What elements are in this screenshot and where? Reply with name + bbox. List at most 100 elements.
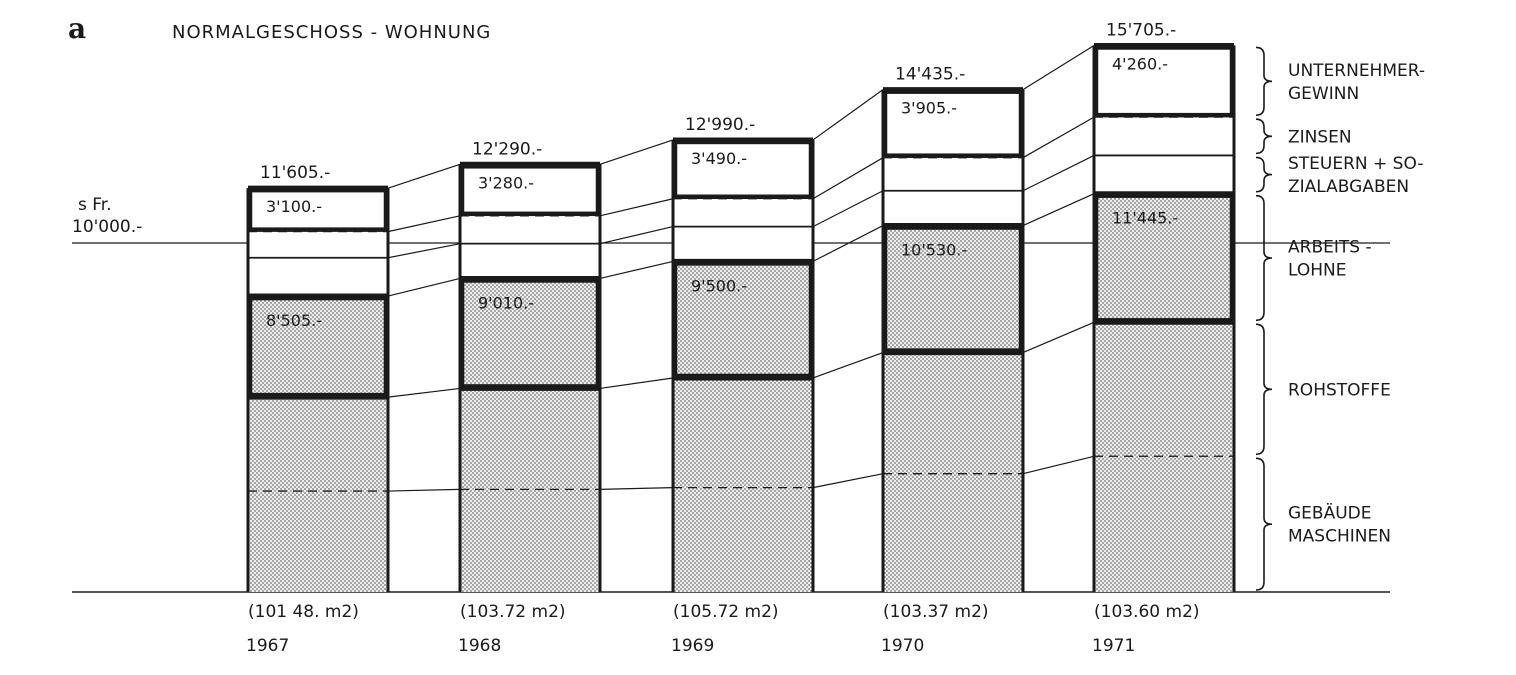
bar-1968-arbeits-lohne [460,278,600,389]
area-label-1968: (103.72 m2) [460,602,566,622]
legend-label-1-0: ROHSTOFFE [1288,380,1391,400]
legend-brace-1 [1255,323,1273,456]
bar-1967-geb-ude-maschinen [248,491,388,592]
total-label-1971: 15'705.- [1106,20,1176,40]
connector-1967-5 [387,215,461,233]
connector-lines [387,44,1095,492]
connector-1969-2 [812,352,884,379]
connector-1969-3 [812,225,884,262]
profit-label-1967: 3'100.- [266,197,322,216]
profit-label-1970: 3'905.- [901,99,957,118]
year-label-1971: 1971 [1092,636,1135,656]
legend-label-5-1: GEWINN [1288,84,1359,104]
connector-1970-3 [1022,193,1095,227]
legend-label-2-1: LOHNE [1288,261,1347,281]
connector-1968-5 [599,198,674,217]
bar-1968-geb-ude-maschinen [460,489,600,592]
connector-1967-4 [387,243,461,259]
legend-brace-2 [1255,194,1273,322]
bar-1970-unternehmer-gewinn [883,89,1023,158]
bar-1969-arbeits-lohne [673,261,813,378]
bars [246,42,1236,592]
legend-label-3-1: ZIALABGABEN [1288,177,1409,197]
legend-brace-4 [1255,118,1273,155]
labour-label-1971: 11'445.- [1112,209,1178,228]
connector-1968-2 [599,377,674,390]
profit-label-1971: 4'260.- [1112,54,1168,73]
chart-title: NORMALGESCHOSS - WOHNUNG [172,22,491,43]
connector-1969-1 [812,473,884,489]
connector-1970-1 [1022,455,1095,475]
bar-1968-zinsen [460,215,600,244]
connector-1967-1 [387,488,461,492]
legend-label-4-0: ZINSEN [1288,127,1352,147]
bar-1969-rohstoffe [673,377,813,488]
legend-label-5-0: UNTERNEHMER- [1288,61,1425,81]
bar-1967-steuern-sozialabgaben [248,257,388,297]
connector-1969-5 [812,157,884,200]
connector-1967-3 [387,277,461,297]
bar-1970-geb-ude-maschinen [883,473,1023,592]
year-label-1970: 1970 [881,636,924,656]
bar-1969-unternehmer-gewinn [673,139,813,199]
bar-1967-rohstoffe [248,397,388,492]
legend-label-0-0: GEBÄUDE [1288,503,1371,524]
bar-1970-rohstoffe [883,352,1023,474]
labour-label-1968: 9'010.- [478,293,534,312]
legend-label-0-1: MASCHINEN [1288,527,1391,547]
legend-brace-0 [1255,457,1273,591]
area-label-1967: (101 48. m2) [248,602,359,622]
bar-1971-steuern-sozialabgaben [1094,155,1234,194]
year-label-1969: 1969 [671,636,714,656]
labour-label-1967: 8'505.- [266,311,322,330]
legend-brace-3 [1255,156,1273,193]
area-label-1971: (103.60 m2) [1094,602,1200,622]
bar-1971-zinsen [1094,117,1234,156]
bar-1970-arbeits-lohne [883,225,1023,353]
legend: UNTERNEHMER- GEWINN ZINSEN STEUERN + SO- ZIA… [1255,46,1425,591]
bar-1971-unternehmer-gewinn [1094,45,1234,118]
connector-1967-6 [387,163,461,189]
bar-1971-rohstoffe [1094,322,1234,457]
connector-1968-6 [599,139,674,165]
connector-1968-3 [599,260,674,280]
year-label-1968: 1968 [458,636,501,656]
bar-1969-geb-ude-maschinen [673,487,813,592]
bar-1967-arbeits-lohne [248,296,388,398]
bar-1969-zinsen [673,198,813,227]
labour-label-1969: 9'500.- [691,276,747,295]
bar-1971-arbeits-lohne [1094,193,1234,323]
panel-letter: a [68,12,86,45]
connector-1970-4 [1022,154,1095,192]
total-label-1967: 11'605.- [260,163,330,183]
bar-1970-steuern-sozialabgaben [883,190,1023,226]
total-label-1968: 12'290.- [472,139,542,159]
connector-1969-6 [812,89,884,141]
legend-label-3-0: STEUERN + SO- [1288,154,1423,174]
area-label-1969: (105.72 m2) [673,602,779,622]
year-label-1967: 1967 [246,636,289,656]
profit-label-1969: 3'490.- [691,149,747,168]
bar-1967-unternehmer-gewinn [248,188,388,232]
connector-1970-2 [1022,321,1095,354]
bar-1968-unternehmer-gewinn [460,164,600,216]
legend-label-2-0: ARBEITS - [1288,238,1372,258]
bar-1970-zinsen [883,157,1023,191]
area-label-1970: (103.37 m2) [883,602,989,622]
connector-1967-2 [387,387,461,398]
bar-1968-rohstoffe [460,388,600,490]
bar-1967-zinsen [248,231,388,258]
total-label-1970: 14'435.- [895,65,965,85]
profit-label-1968: 3'280.- [478,173,534,192]
connector-1968-1 [599,487,674,490]
connector-1970-5 [1022,116,1095,159]
bar-1971-geb-ude-maschinen [1094,456,1234,592]
legend-brace-5 [1255,46,1273,116]
total-label-1969: 12'990.- [685,115,755,135]
bar-1968-steuern-sozialabgaben [460,243,600,279]
reference-label-value: 10'000.- [72,217,142,237]
bar-1969-steuern-sozialabgaben [673,226,813,262]
reference-label-unit: s Fr. [78,195,112,215]
bar-labels: 11'605.- 3'100.- 8'505.- (101 48. m2) 1967 12… [246,20,1200,656]
